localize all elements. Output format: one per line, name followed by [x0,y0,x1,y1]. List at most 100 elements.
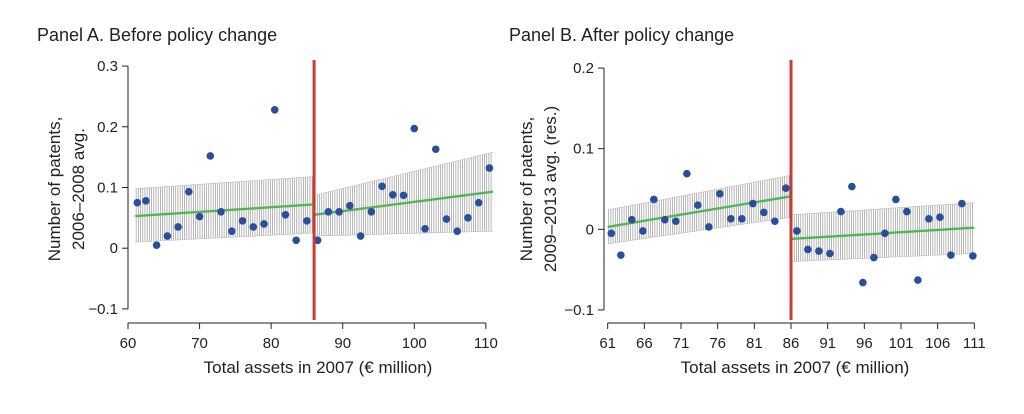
data-point [313,236,322,245]
y-tick-label: 0.1 [97,179,118,196]
band-upper-edge [790,202,975,216]
data-point [607,229,616,238]
x-axis-label: Total assets in 2007 (€ million) [681,358,910,377]
data-point [195,212,204,221]
data-point [378,182,386,191]
y-tick-label: 0.2 [573,60,594,77]
data-point [367,207,376,216]
data-point [837,207,845,216]
data-point [925,215,933,223]
data-point [793,227,801,235]
data-point [628,215,636,224]
data-point [421,224,429,233]
data-point [683,169,691,178]
panel-title: Panel A. Before policy change [37,25,277,45]
y-axis-label-line-1: Number of patents, [45,117,64,262]
data-point [826,249,834,258]
data-point [661,215,669,224]
y-axis-label-line-2: 2009–2013 avg. (res.) [541,106,560,272]
y-axis-label-line-2: 2006–2008 avg. [69,128,88,250]
data-point [485,164,494,172]
data-point [464,214,472,222]
band-lower-edge [607,216,792,245]
y-axis-label-line-1: Number of patents, [517,117,536,262]
data-point [782,184,790,192]
x-tick-label: 86 [783,335,800,352]
data-point [650,195,658,204]
data-point [281,211,290,219]
band-upper-edge [607,174,792,211]
band-lower-edge [135,232,315,243]
y-tick-label: 0 [586,221,594,238]
band-lower-edge [314,230,494,237]
data-point [969,252,977,260]
data-point [270,105,279,114]
data-point [260,220,268,228]
data-point [174,223,182,231]
x-tick-label: 61 [599,335,616,352]
y-tick-label: 0 [110,240,118,257]
panel-b: Panel B. After policy change 0.2 0.1 0 −0.1 6… [509,25,986,377]
panel-title: Panel B. After policy change [509,25,734,45]
data-point [738,215,746,223]
data-point [892,195,900,204]
y-tick-label: −0.1 [88,301,118,318]
data-point [227,227,236,235]
x-tick-label: 101 [888,335,913,352]
x-tick-label: 76 [709,335,726,352]
x-tick-label: 70 [191,335,208,352]
data-point [936,213,944,222]
x-tick-label: 90 [334,335,351,352]
data-point [694,201,702,209]
y-tick-label: 0.1 [573,141,594,158]
x-tick-label: 106 [925,335,950,352]
panel-a: Panel A. Before policy change 0.3 0.2 0.1 0 −… [37,25,498,377]
data-point [324,207,333,216]
data-point [958,199,966,208]
data-point [217,207,225,216]
data-point [206,152,215,160]
fit-line [313,190,494,216]
data-point [727,215,735,223]
y-tick-label: 0.3 [97,58,118,75]
data-point [749,199,757,208]
x-tick-label: 91 [819,335,836,352]
data-point [303,217,311,225]
data-point [672,217,680,226]
x-tick-label: 80 [263,335,280,352]
data-point [356,232,365,240]
data-point [639,227,647,235]
data-point [346,201,354,210]
data-point [133,198,142,207]
band-upper-edge [135,176,315,189]
data-point [914,276,922,284]
y-tick-label: −0.1 [564,302,594,319]
data-point [705,223,713,231]
data-point [815,247,823,255]
data-point [410,124,419,133]
data-point [185,187,193,196]
data-point [760,208,768,217]
data-point [442,215,451,223]
fit-line [607,195,792,229]
x-tick-label: 96 [856,335,873,352]
data-point [335,207,343,216]
x-tick-label: 81 [746,335,763,352]
data-point [163,232,172,240]
x-tick-label: 111 [963,335,986,352]
data-point [399,191,408,200]
data-point [292,236,300,245]
x-tick-label: 110 [474,335,498,352]
data-point [804,245,812,254]
band-lower-edge [790,253,975,262]
x-tick-label: 60 [120,335,137,352]
x-tick-label: 71 [673,335,690,352]
data-point [771,217,779,226]
data-point [453,227,462,235]
x-tick-label: 66 [636,335,653,352]
data-point [617,251,625,259]
data-point [859,278,867,287]
data-point [152,241,161,249]
data-point [238,217,247,225]
